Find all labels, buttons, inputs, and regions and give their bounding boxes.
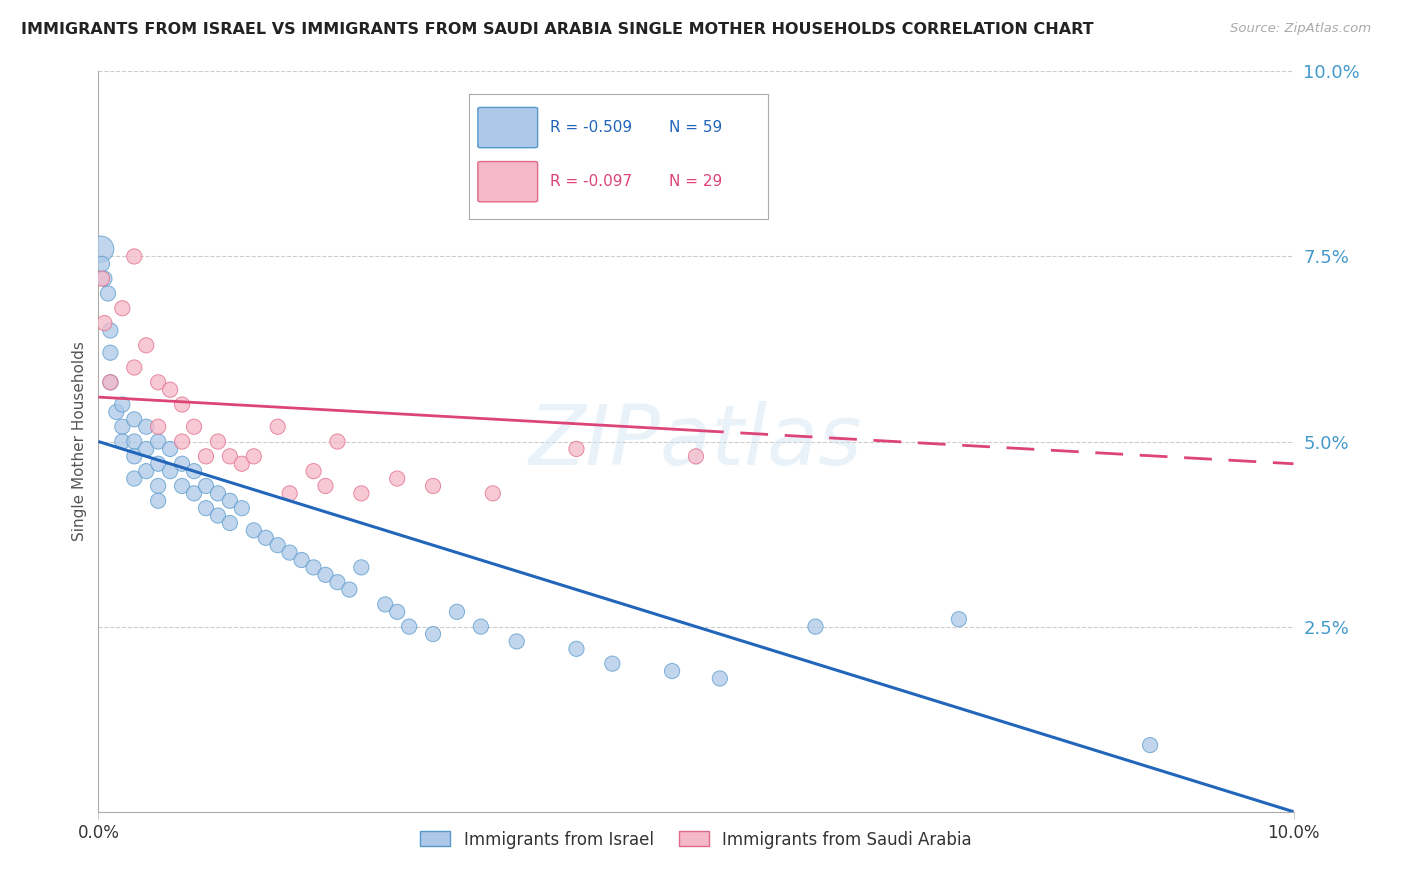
Point (172, 457, 194, 471)
Point (219, 450, 242, 464)
Point (315, 567, 337, 582)
Point (124, 472, 146, 486)
Point (148, 434, 170, 449)
Point (105, 405, 128, 419)
Point (148, 493, 170, 508)
Point (278, 545, 301, 560)
Point (148, 376, 170, 390)
Text: IMMIGRANTS FROM ISRAEL VS IMMIGRANTS FROM SAUDI ARABIA SINGLE MOTHER HOUSEHOLDS : IMMIGRANTS FROM ISRAEL VS IMMIGRANTS FRO… (21, 22, 1094, 37)
Point (159, 464, 181, 478)
Point (124, 412, 146, 426)
Point (124, 434, 146, 449)
Point (148, 419, 170, 434)
Point (243, 450, 266, 464)
Point (350, 560, 373, 574)
Point (231, 501, 253, 516)
Point (98, 376, 122, 390)
Point (1139, 738, 1161, 752)
Point (97, 286, 120, 301)
Point (195, 501, 218, 516)
Point (661, 664, 683, 678)
Point (278, 486, 301, 500)
Point (602, 657, 624, 671)
Point (446, 605, 468, 619)
Point (172, 398, 194, 412)
Point (291, 553, 314, 567)
Point (231, 457, 253, 471)
Point (183, 464, 205, 478)
Point (302, 560, 325, 574)
Point (124, 450, 146, 464)
Point (207, 508, 229, 523)
Point (302, 464, 325, 478)
Point (254, 531, 277, 545)
Point (385, 472, 409, 486)
Point (315, 479, 337, 493)
Point (135, 464, 157, 478)
Point (159, 383, 181, 397)
Point (98, 345, 122, 359)
Point (159, 442, 181, 456)
Point (93, 271, 115, 285)
Point (339, 582, 361, 597)
Point (422, 627, 444, 641)
Point (111, 419, 134, 434)
Point (148, 457, 170, 471)
Point (183, 486, 205, 500)
Point (565, 641, 588, 656)
Point (124, 360, 146, 375)
Text: ZIPatlas: ZIPatlas (529, 401, 863, 482)
Point (195, 450, 218, 464)
Point (124, 250, 146, 264)
Point (90, 242, 112, 256)
Point (98, 376, 122, 390)
Point (350, 486, 373, 500)
Point (135, 419, 157, 434)
Point (326, 434, 349, 449)
Point (948, 612, 970, 626)
Point (398, 619, 420, 633)
Point (565, 442, 588, 456)
Point (172, 479, 194, 493)
Point (93, 316, 115, 330)
Point (219, 493, 242, 508)
Point (709, 672, 731, 686)
Point (422, 479, 444, 493)
Point (685, 450, 707, 464)
Point (374, 598, 396, 612)
Legend: Immigrants from Israel, Immigrants from Saudi Arabia: Immigrants from Israel, Immigrants from … (413, 824, 979, 855)
Point (111, 398, 134, 412)
Point (135, 442, 157, 456)
Point (91, 257, 114, 271)
Point (326, 575, 349, 590)
Point (172, 434, 194, 449)
Point (98, 324, 122, 338)
Point (267, 419, 290, 434)
Point (195, 479, 218, 493)
Point (135, 338, 157, 352)
Point (111, 434, 134, 449)
Point (267, 538, 290, 552)
Point (111, 301, 134, 316)
Point (804, 619, 827, 633)
Y-axis label: Single Mother Households: Single Mother Households (72, 342, 87, 541)
Point (219, 516, 242, 530)
Text: Source: ZipAtlas.com: Source: ZipAtlas.com (1230, 22, 1371, 36)
Point (148, 479, 170, 493)
Point (506, 634, 529, 648)
Point (183, 419, 205, 434)
Point (470, 619, 492, 633)
Point (91, 271, 114, 285)
Point (385, 605, 409, 619)
Point (482, 486, 505, 500)
Point (243, 524, 266, 538)
Point (207, 486, 229, 500)
Point (207, 434, 229, 449)
